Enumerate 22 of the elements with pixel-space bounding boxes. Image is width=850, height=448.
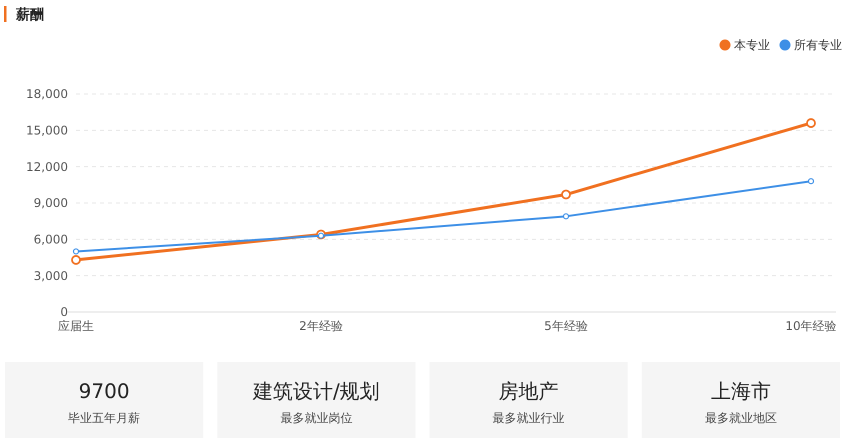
- y-tick-label: 9,000: [34, 196, 68, 210]
- y-tick-label: 0: [60, 305, 68, 320]
- x-tick-label: 应届生: [58, 319, 94, 333]
- y-tick-label: 6,000: [34, 232, 68, 247]
- text: 上海市: [710, 379, 771, 403]
- text: 9700: [78, 379, 130, 403]
- x-tick-label: 5年经验: [544, 319, 588, 333]
- x-tick-label: 10年经验: [785, 319, 837, 333]
- legend-label: 所有专业: [794, 38, 842, 52]
- y-tick-label: 15,000: [26, 124, 68, 138]
- category-label: 最多就业岗位: [280, 411, 352, 425]
- legend-label: 本专业: [734, 38, 770, 52]
- x-tick-label: 2年经验: [299, 319, 343, 333]
- y-tick-label: 3,000: [34, 268, 68, 283]
- y-tick-label: 12,000: [26, 160, 68, 174]
- y-tick-label: 18,000: [26, 87, 68, 102]
- category-label: 最多就业地区: [704, 411, 777, 425]
- category-label: 毕业五年月薪: [68, 411, 140, 425]
- chart-title: 薪酬: [15, 7, 44, 23]
- text: 建筑设计/规划: [253, 379, 380, 403]
- category-label: 最多就业行业: [492, 411, 565, 425]
- text: 房地产: [498, 379, 559, 403]
